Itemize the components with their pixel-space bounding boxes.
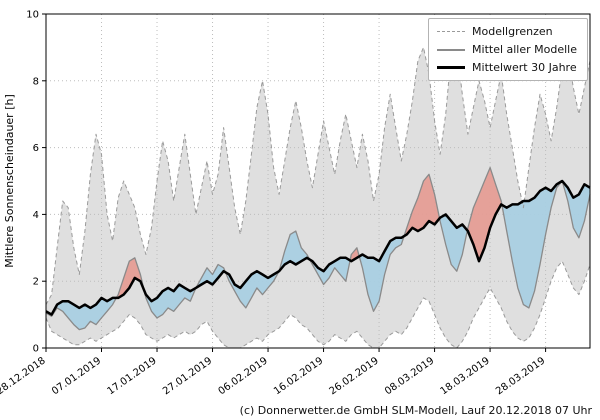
fill-below-climate-mean	[501, 181, 590, 308]
y-tick-label: 8	[33, 76, 39, 87]
model-lower-bound-line	[45, 260, 591, 349]
fill-below-climate-mean	[309, 257, 351, 285]
fill-above-climate-mean	[116, 257, 145, 298]
fill-below-climate-mean	[46, 297, 117, 330]
legend-label: Modellgrenzen	[472, 25, 553, 38]
x-tick-label: 26.02.2019	[328, 355, 381, 397]
black-line-sample-icon	[437, 66, 466, 69]
x-tick-label: 18.03.2019	[439, 355, 492, 397]
fill-above-climate-mean	[350, 247, 360, 262]
legend-item-modellgrenzen: Modellgrenzen	[437, 25, 577, 38]
fill-below-climate-mean	[225, 231, 310, 308]
y-tick-label: 2	[33, 277, 39, 288]
x-tick-label: 27.01.2019	[161, 355, 214, 397]
x-tick-label: 17.01.2019	[106, 355, 159, 397]
x-tick-label: 28.03.2019	[494, 355, 547, 397]
x-tick-label: 28.12.2018	[0, 355, 48, 397]
legend-item-mittelwert-30-jahre: Mittelwert 30 Jahre	[437, 61, 577, 74]
plot-frame	[45, 13, 591, 349]
y-tick-label: 4	[33, 210, 39, 221]
y-tick-label: 0	[33, 344, 39, 355]
fill-below-climate-mean	[439, 214, 468, 272]
fill-above-climate-mean	[467, 167, 502, 262]
legend-label: Mittel aller Modelle	[472, 43, 577, 56]
legend-label: Mittelwert 30 Jahre	[472, 61, 577, 74]
dashed-line-sample-icon	[437, 31, 466, 32]
gray-line-sample-icon	[437, 48, 466, 51]
x-tick-label: 06.02.2019	[217, 355, 270, 397]
y-tick-label: 6	[33, 143, 39, 154]
x-tick-label: 08.03.2019	[383, 355, 436, 397]
fill-below-climate-mean	[359, 236, 404, 312]
y-tick-label: 10	[26, 10, 39, 21]
climate-30yr-mean-line	[45, 179, 591, 316]
legend: Modellgrenzen Mittel aller Modelle Mitte…	[428, 18, 588, 81]
model-mean-line	[45, 166, 591, 331]
model-range-envelope	[46, 47, 590, 349]
legend-item-mittel-aller-modelle: Mittel aller Modelle	[437, 43, 577, 56]
model-upper-bound-line	[45, 46, 591, 305]
copyright-credit: (c) Donnerwetter.de GmbH SLM-Modell, Lau…	[239, 404, 592, 417]
x-tick-label: 16.02.2019	[272, 355, 325, 397]
x-tick-label: 07.01.2019	[50, 355, 103, 397]
y-axis-label: Mittlere Sonnenscheindauer [h]	[3, 94, 16, 268]
fill-above-climate-mean	[404, 174, 440, 237]
fill-below-climate-mean	[144, 264, 226, 318]
